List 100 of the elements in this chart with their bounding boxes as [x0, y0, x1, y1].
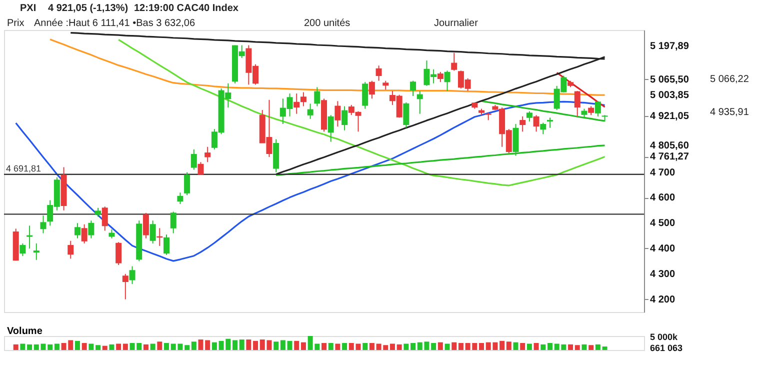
bar	[20, 344, 26, 350]
bar	[438, 342, 443, 350]
candlestick	[540, 122, 546, 135]
candlestick	[300, 92, 306, 107]
candlestick	[190, 148, 197, 170]
bar	[595, 344, 600, 350]
bar	[74, 340, 80, 350]
bar	[13, 344, 18, 350]
candlestick	[164, 234, 170, 256]
candlestick	[20, 242, 26, 257]
bar	[506, 342, 512, 350]
bar	[588, 345, 594, 350]
bar	[342, 343, 348, 350]
y-tick-label: 5 197,89	[650, 40, 690, 52]
bar	[150, 344, 156, 350]
bar	[122, 344, 128, 350]
candlestick	[74, 222, 80, 239]
candlestick	[444, 70, 450, 92]
candlestick	[204, 146, 211, 163]
y-tick-label: 4 600	[650, 192, 676, 204]
candlestick	[116, 242, 122, 266]
text: Prix	[7, 18, 24, 29]
bar	[27, 344, 32, 350]
candlestick	[520, 116, 526, 132]
bar	[431, 343, 436, 350]
bar	[191, 342, 196, 350]
bar	[287, 340, 292, 350]
candlestick	[437, 71, 444, 83]
candlestick	[376, 65, 382, 82]
bar	[48, 344, 53, 350]
candlestick	[342, 106, 348, 131]
ref-line-label: 4 691,81	[6, 163, 42, 174]
y-tick-label: 4 400	[650, 243, 676, 254]
bar	[102, 346, 108, 350]
candlestick	[170, 211, 176, 234]
candlestick	[334, 100, 341, 128]
bar	[574, 345, 580, 350]
bar	[328, 343, 334, 350]
bar	[540, 344, 546, 350]
line-series	[480, 100, 606, 122]
bar	[479, 343, 484, 350]
bar	[458, 343, 464, 350]
candlestick	[362, 82, 368, 110]
candlestick	[198, 162, 204, 176]
bar	[404, 344, 409, 350]
candlestick	[546, 117, 553, 128]
text: 4 935,91	[710, 107, 750, 118]
candlestick	[526, 110, 532, 122]
candlestick	[451, 52, 458, 72]
candlestick	[40, 214, 46, 234]
bar	[246, 340, 252, 350]
candlestick	[81, 224, 88, 244]
bar	[500, 340, 505, 350]
candlestick	[156, 228, 163, 246]
text: 4 921,05 (-1,13%)	[48, 3, 128, 14]
candlestick	[368, 80, 375, 100]
bar	[212, 342, 217, 350]
bar	[520, 343, 526, 350]
y-tick-label: 4 700	[650, 167, 676, 178]
bar	[534, 343, 539, 350]
bar	[253, 340, 258, 350]
candlestick	[328, 114, 334, 142]
y-tick-label: 4 500	[650, 218, 676, 230]
text: 5 066,22	[710, 74, 750, 85]
bar	[143, 344, 148, 350]
bar	[96, 345, 101, 350]
candlestick	[26, 225, 33, 249]
text: 661 063	[650, 343, 683, 353]
bar	[410, 343, 416, 350]
text: 200 unités	[304, 18, 350, 29]
candlestick	[594, 100, 601, 117]
candlestick	[33, 242, 40, 260]
candlestick	[314, 86, 320, 107]
bar	[396, 344, 402, 350]
bar	[239, 340, 244, 350]
text: 12:19:00 CAC40 Index	[134, 3, 239, 14]
bar	[274, 342, 279, 350]
bar	[116, 344, 122, 350]
bar	[280, 340, 286, 350]
candlestick	[294, 93, 300, 114]
text: 5 000k	[650, 332, 679, 342]
bar	[82, 343, 87, 350]
bar	[582, 344, 587, 350]
y-tick-label: 4 200	[650, 294, 676, 306]
y-tick-label: 4 761,27	[650, 152, 690, 163]
candlestick	[177, 192, 184, 205]
bar	[157, 342, 162, 350]
bar	[369, 343, 374, 350]
bar	[513, 342, 518, 350]
candlestick	[129, 266, 136, 285]
bar	[390, 344, 395, 350]
bar	[602, 346, 608, 350]
bar	[198, 340, 204, 350]
bar	[109, 344, 114, 350]
bar	[232, 340, 238, 350]
candlestick	[307, 103, 314, 120]
y-tick-label: 4 300	[650, 268, 676, 280]
bar	[362, 343, 368, 350]
bar	[322, 343, 326, 350]
text: Journalier	[434, 18, 479, 29]
